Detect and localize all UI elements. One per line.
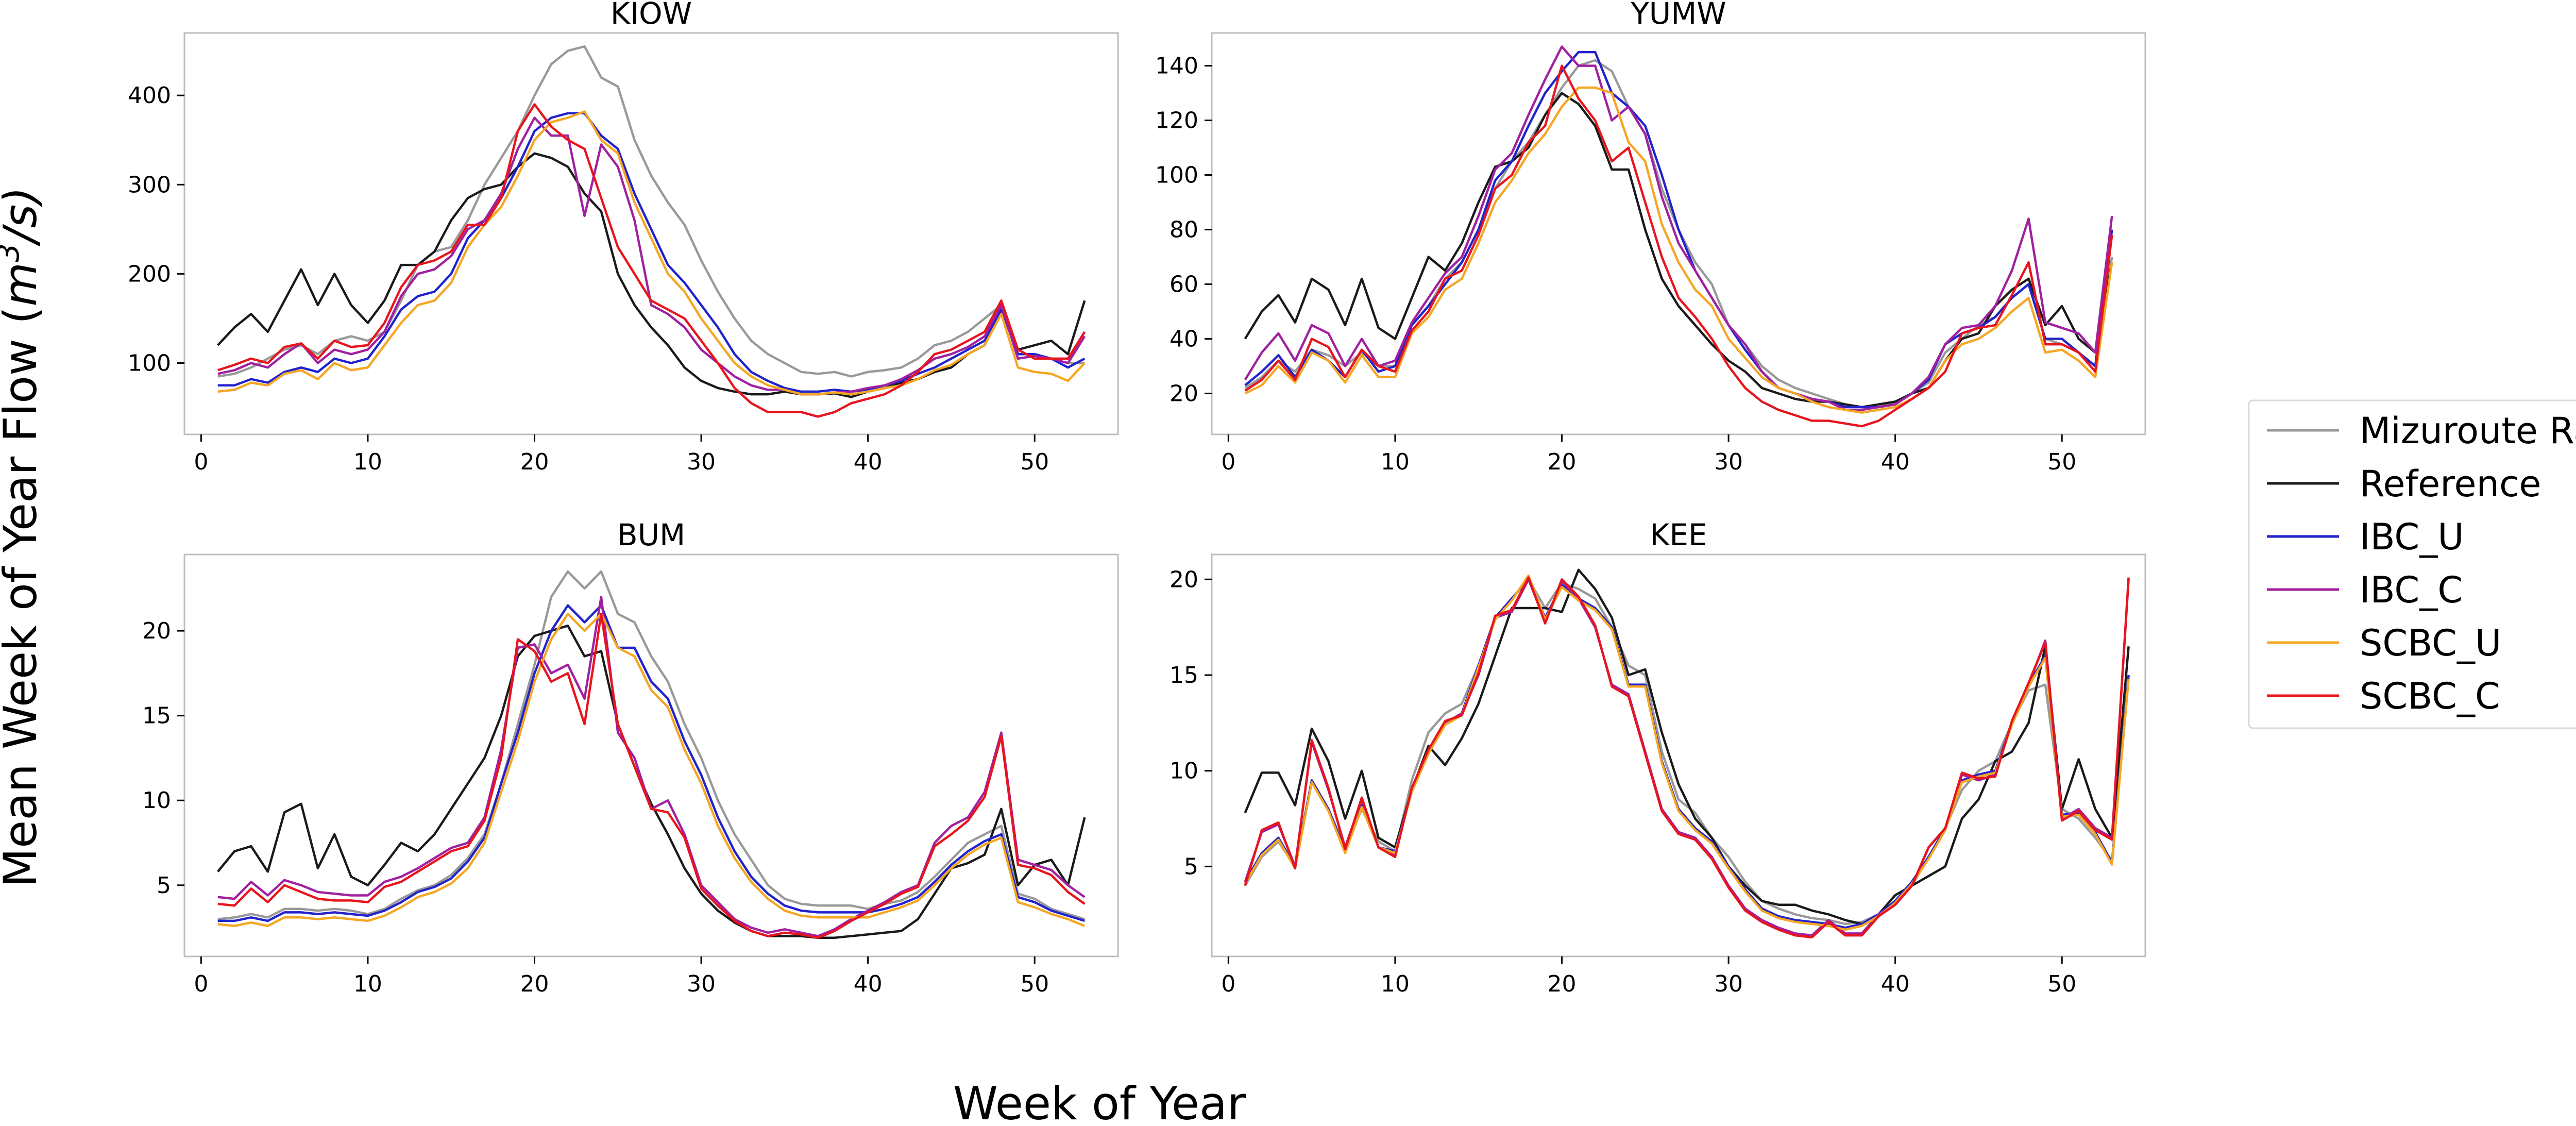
x-tick-label: 30 [687,449,716,475]
x-tick-label: 30 [687,971,716,997]
series-line-scbc-c [1244,576,2130,939]
series-line-mizuroute-raw [1244,578,2113,926]
x-tick-label: 10 [1381,449,1410,475]
series-line-scbc-u [217,110,1086,396]
legend-label: Reference [2360,463,2541,505]
plot-frame [1211,553,2146,957]
x-tick-label: 20 [1548,971,1577,997]
plot-frame [183,553,1119,957]
x-tick-label: 0 [1221,449,1235,475]
subplot-kiow: KIOW 0 10 20 30 40 50 100 200 300 400 [128,0,1119,475]
x-tick-label: 20 [1548,449,1577,475]
series-line-scbc-u [1244,574,2130,931]
x-tick-label: 0 [194,971,208,997]
y-tick-label: 15 [1170,662,1198,688]
series-line-reference [217,152,1086,398]
legend: Mizuroute Raw Reference IBC_U IBC_C SCBC_U SC… [2248,399,2576,729]
x-axis-label: Week of Year [953,1077,1246,1126]
y-tick-label: 20 [1170,381,1198,407]
subplot-title: YUMW [1630,0,1726,31]
x-tick-label: 10 [1381,971,1410,997]
y-tick-label: 20 [1170,566,1198,593]
series-line-ibc-u [217,112,1086,393]
subplot-title: KEE [1650,517,1707,552]
y-tick-label: 5 [1184,853,1198,880]
series-line-ibc-c [1244,45,2113,411]
series-line-ibc-c [1244,578,2130,937]
series-line-scbc-c [217,612,1086,939]
legend-label: SCBC_C [2360,675,2500,717]
x-tick-label: 20 [520,971,549,997]
x-tick-label: 20 [520,449,549,475]
x-tick-label: 10 [353,449,382,475]
series-line-ibc-u [217,604,1085,922]
y-tick-label: 5 [157,872,171,899]
series-line-reference [1244,92,2113,409]
series-line-scbc-u [217,612,1086,928]
series-line-reference [1244,568,2130,926]
x-tick-label: 50 [2047,971,2076,997]
x-tick-label: 50 [1020,971,1049,997]
series-line-mizuroute-raw [1244,59,2113,409]
x-tick-label: 0 [1221,971,1235,997]
plot-frame [183,32,1119,435]
y-tick-label: 100 [128,350,171,377]
y-tick-label: 40 [1170,326,1198,352]
y-axis-label: Mean Week of Year Flow (m3/s) [0,187,47,887]
subplot-title: KIOW [611,0,692,31]
series-line-ibc-c [217,596,1086,937]
y-tick-label: 15 [142,703,171,729]
plot-frame [1211,32,2146,435]
series-line-scbc-c [1244,64,2113,428]
y-tick-label: 80 [1170,217,1198,243]
y-tick-label: 300 [128,172,171,198]
y-tick-label: 10 [1170,758,1198,784]
y-tick-label: 400 [128,82,171,109]
legend-label: IBC_C [2360,569,2463,611]
x-tick-label: 50 [2047,449,2076,475]
subplot-bum: BUM 0 10 20 30 40 50 5 10 15 20 [142,517,1119,997]
series-line-ibc-c [217,116,1086,396]
x-tick-label: 40 [1881,971,1910,997]
series-line-ibc-u [1244,51,2113,409]
y-tick-label: 120 [1155,108,1198,134]
x-tick-label: 50 [1020,449,1049,475]
y-tick-label: 100 [1155,162,1198,189]
series-line-reference [216,624,1086,939]
x-tick-label: 40 [854,449,883,475]
y-tick-label: 10 [142,787,171,814]
y-tick-label: 60 [1170,272,1198,298]
x-tick-label: 10 [353,971,382,997]
y-tick-label: 20 [142,618,171,644]
series-line-mizuroute-raw [217,570,1085,920]
y-tick-label: 140 [1155,53,1198,79]
subplot-kee: KEE 0 10 20 30 40 50 5 10 15 20 [1170,517,2146,997]
series-line-scbc-u [1244,86,2113,414]
subplot-yumw: YUMW 0 10 20 30 40 50 20 40 60 80 100 120 140 [1155,0,2146,475]
x-tick-label: 40 [854,971,883,997]
y-tick-label: 200 [128,261,171,287]
subplot-title: BUM [617,517,685,552]
series-line-ibc-u [1244,578,2130,929]
legend-label: IBC_U [2360,516,2464,558]
x-tick-label: 0 [194,449,208,475]
legend-label: SCBC_U [2360,622,2501,664]
legend-label: Mizuroute Raw [2360,410,2576,452]
x-tick-label: 40 [1881,449,1910,475]
series-line-mizuroute-raw [217,45,1085,378]
series-line-scbc-c [217,103,1086,418]
x-tick-label: 30 [1714,971,1743,997]
x-tick-label: 30 [1714,449,1743,475]
